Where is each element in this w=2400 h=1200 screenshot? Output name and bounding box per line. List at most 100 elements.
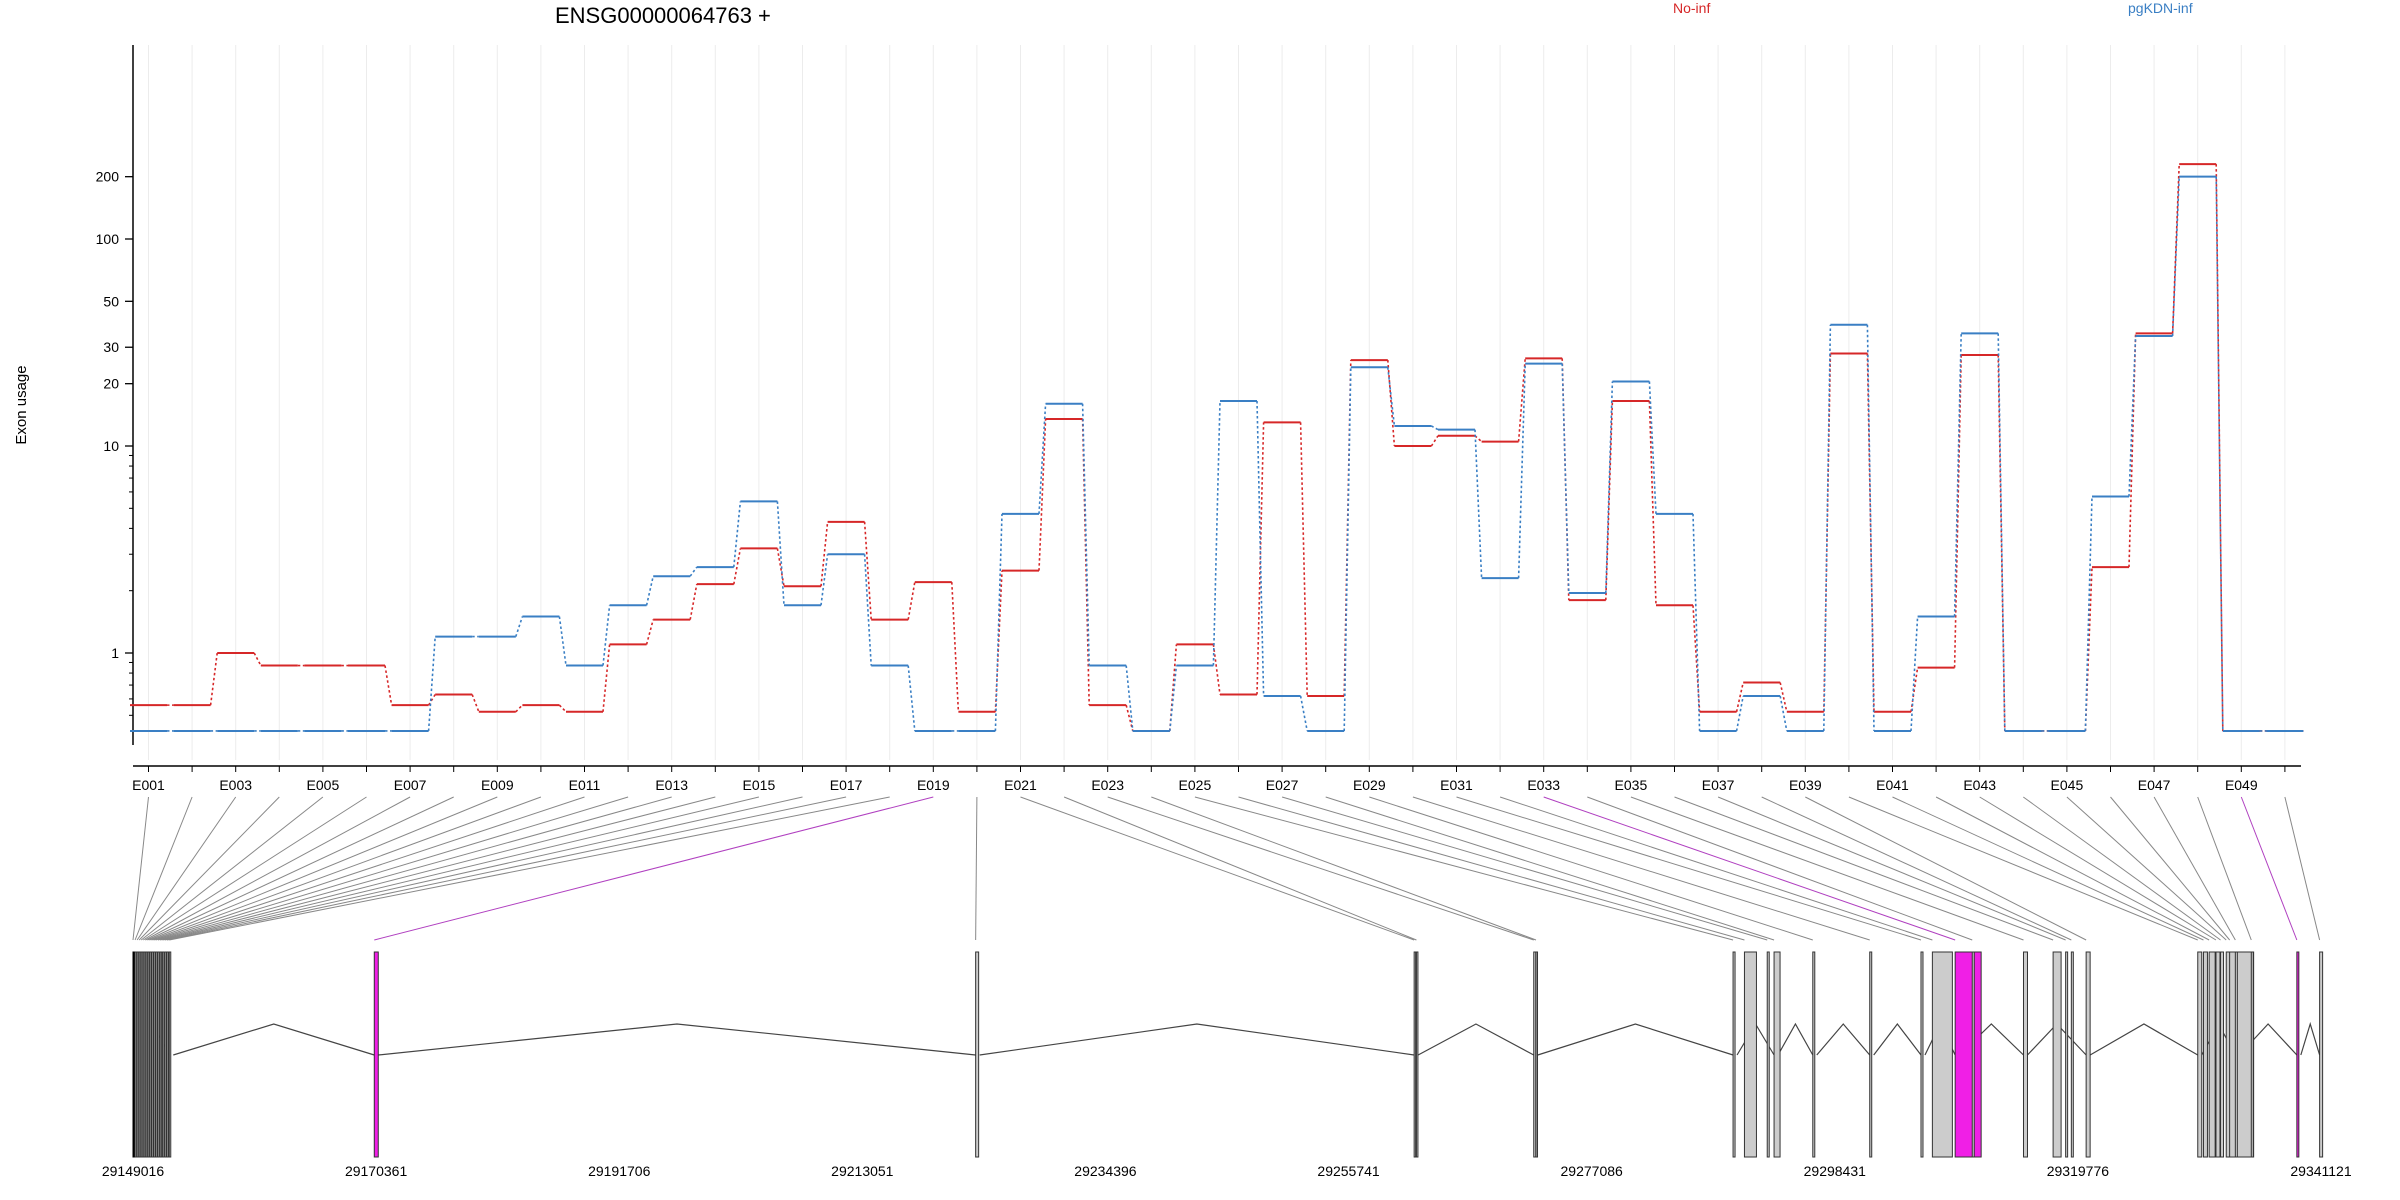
series-connector xyxy=(1299,422,1308,696)
series-connector xyxy=(733,501,742,568)
x-tick-label: E049 xyxy=(2225,777,2258,793)
exon-connector xyxy=(2110,796,2231,941)
exon-box xyxy=(161,951,165,1158)
series-connector xyxy=(1081,419,1090,706)
y-axis-label: Exon usage xyxy=(13,365,30,444)
exon-connector xyxy=(149,796,498,941)
exon-connector xyxy=(1020,796,1415,941)
series-connector xyxy=(2084,496,2093,732)
exon-connector xyxy=(136,796,237,941)
series-connector xyxy=(1038,418,1047,571)
exon-connector xyxy=(162,796,760,941)
x-tick-label: E033 xyxy=(1527,777,1560,793)
exon-box xyxy=(168,951,172,1158)
exon-box xyxy=(2234,951,2238,1158)
series-connector xyxy=(515,704,523,713)
x-tick-label: E013 xyxy=(655,777,688,793)
exon-box xyxy=(2065,951,2069,1158)
series-connector xyxy=(1169,665,1178,732)
series-connector xyxy=(689,584,698,620)
exon-box xyxy=(975,951,980,1158)
genome-tick-label: 29341121 xyxy=(2290,1163,2351,1179)
exon-connector xyxy=(1194,796,1734,941)
exon-connector xyxy=(1281,796,1768,941)
exon-box xyxy=(1743,951,1757,1158)
intron-line xyxy=(2300,1021,2321,1056)
connector-layer xyxy=(132,796,2321,941)
exon-connector xyxy=(169,796,890,941)
series-connector xyxy=(1256,422,1265,695)
exon-connector xyxy=(2197,796,2252,941)
x-tick-label: E021 xyxy=(1004,777,1037,793)
x-tick-label: E027 xyxy=(1266,777,1299,793)
exon-box xyxy=(153,951,156,1158)
series-connector xyxy=(1517,363,1526,579)
exon-connector xyxy=(153,796,585,941)
exon-connector xyxy=(157,796,672,941)
exon-connector xyxy=(140,796,324,941)
exon-box xyxy=(166,951,169,1158)
exon-connector xyxy=(134,796,193,941)
exon-label-layer: E001 E003 E005 E007 E009 E011 E013 E015 E017 E019… xyxy=(132,766,2286,793)
x-tick-label: E041 xyxy=(1876,777,1909,793)
y-axis: 1 10 20 30 50 100 200 xyxy=(96,45,134,745)
x-tick-label: E001 xyxy=(132,777,165,793)
x-tick-label: E031 xyxy=(1440,777,1473,793)
exon-box xyxy=(1954,951,1982,1158)
exon-connector xyxy=(147,796,454,941)
exon-connector xyxy=(1848,796,2198,941)
series-connector xyxy=(209,652,218,706)
series-connector xyxy=(515,616,524,637)
exon-box xyxy=(157,951,160,1158)
series-connector xyxy=(602,605,611,666)
exon-connector xyxy=(138,796,280,941)
genome-tick-label: 29234396 xyxy=(1074,1163,1137,1179)
exon-connector xyxy=(1935,796,2210,941)
series-connector xyxy=(558,704,567,713)
series-connector xyxy=(907,581,916,620)
exon-box xyxy=(148,951,152,1158)
series-connector xyxy=(994,570,1003,712)
series-connector xyxy=(2171,164,2180,334)
intron-line xyxy=(2089,1023,2199,1056)
exon-box xyxy=(1920,951,1924,1158)
series-connector xyxy=(1735,695,1744,732)
exon-connector xyxy=(143,796,367,941)
intron-line xyxy=(1777,1022,1814,1056)
series-connector xyxy=(733,548,742,585)
exon-connector xyxy=(1063,796,1417,941)
series-connector xyxy=(1517,358,1526,442)
exon-connector xyxy=(155,796,629,941)
series-connector xyxy=(1735,682,1744,712)
x-tick-label: E023 xyxy=(1091,777,1124,793)
exon-connector xyxy=(1369,796,1813,941)
series-connector xyxy=(2215,176,2224,731)
exon-connector xyxy=(160,796,716,941)
exon-box xyxy=(2319,951,2324,1158)
intron-line xyxy=(378,1023,976,1056)
exon-box xyxy=(150,951,154,1158)
exon-connector xyxy=(2066,796,2227,941)
series-connector xyxy=(2128,335,2137,497)
x-tick-label: E045 xyxy=(2051,777,2084,793)
exon-connector xyxy=(1979,796,2217,941)
exon-box xyxy=(2250,951,2254,1158)
exon-connector xyxy=(132,796,149,941)
exon-box xyxy=(2296,951,2300,1158)
exon-connector xyxy=(1761,796,2072,941)
x-tick-label: E017 xyxy=(830,777,863,793)
exon-box xyxy=(1869,951,1873,1158)
x-tick-label: E037 xyxy=(1702,777,1735,793)
series-connector xyxy=(1953,355,1962,668)
x-tick-label: E039 xyxy=(1789,777,1822,793)
exon-box xyxy=(159,951,163,1158)
exon-connector xyxy=(1543,796,1956,941)
exon-connector xyxy=(1717,796,2066,941)
series-connector xyxy=(863,521,872,620)
series-connector xyxy=(907,665,916,732)
series-connector xyxy=(1648,381,1657,514)
series-connector xyxy=(1430,435,1439,447)
exon-box xyxy=(144,951,148,1158)
exon-box xyxy=(2052,951,2062,1158)
